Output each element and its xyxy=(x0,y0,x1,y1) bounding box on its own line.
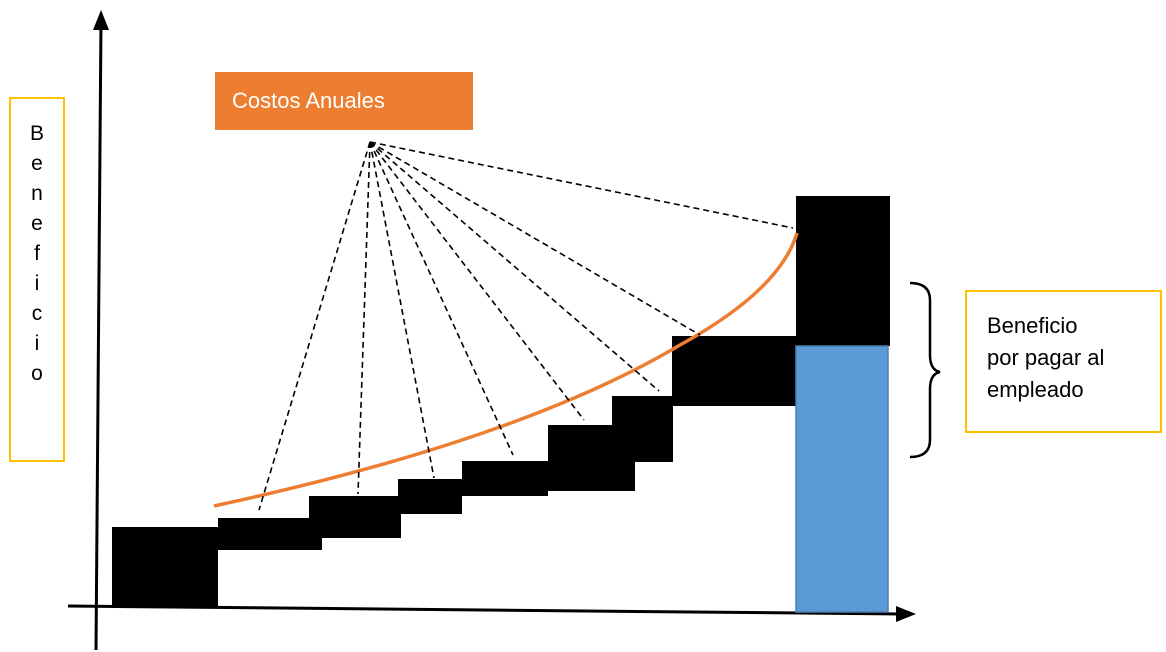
step-block xyxy=(672,396,796,406)
leader-line xyxy=(369,141,514,456)
y-axis xyxy=(94,19,103,651)
leader-line xyxy=(357,141,371,495)
y-axis-label-box: B e n e f i c i o xyxy=(9,97,65,462)
step-block xyxy=(612,396,673,462)
step-block xyxy=(672,336,796,398)
step-block xyxy=(462,461,548,496)
cost-curve xyxy=(213,232,799,508)
x-axis xyxy=(67,604,901,616)
staircase xyxy=(112,336,796,607)
y-axis-label: B e n e f i c i o xyxy=(29,122,44,385)
leader-lines xyxy=(258,141,794,511)
benefit-black-block xyxy=(796,196,890,346)
leader-line xyxy=(369,141,585,421)
beneficio-label: Beneficio por pagar al empleado xyxy=(965,290,1162,433)
x-axis-arrow-icon xyxy=(896,606,916,622)
leader-line xyxy=(258,141,371,511)
benefit-blue-bar xyxy=(795,345,889,613)
step-block xyxy=(112,527,218,607)
leader-line xyxy=(369,141,794,229)
y-axis-arrow-icon xyxy=(93,10,109,30)
step-block xyxy=(309,496,401,538)
leader-line xyxy=(369,141,435,479)
step-block xyxy=(218,518,322,550)
costos-anuales-label: Costos Anuales xyxy=(215,72,473,130)
step-block xyxy=(398,479,462,514)
leader-line xyxy=(369,141,660,392)
leader-line xyxy=(369,141,701,336)
brace-icon xyxy=(909,281,941,459)
